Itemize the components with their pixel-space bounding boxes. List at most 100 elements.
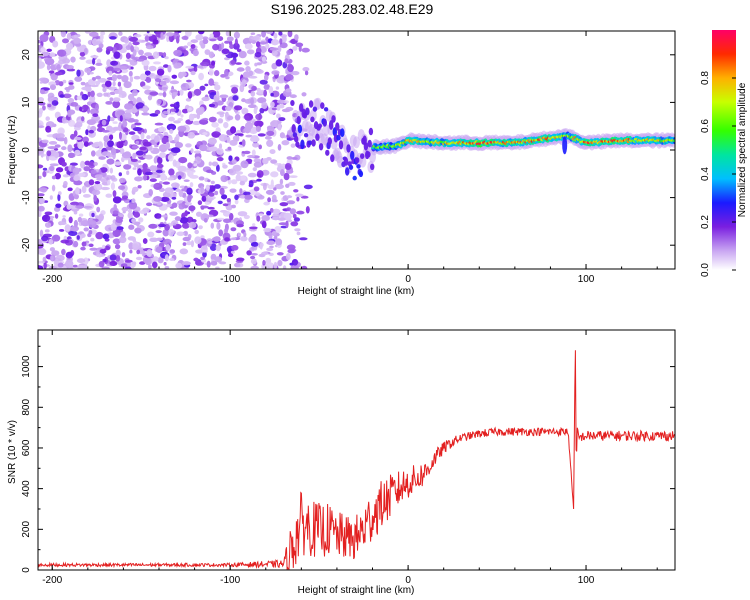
noise-speck (279, 202, 289, 207)
noise-speck (245, 134, 253, 138)
noise-speck (57, 49, 67, 57)
noise-speck (144, 70, 151, 76)
noise-speck (270, 171, 279, 178)
noise-speck (139, 73, 147, 81)
noise-speck (163, 80, 167, 86)
noise-speck (89, 247, 98, 251)
noise-speck (208, 161, 212, 166)
noise-speck (194, 229, 199, 235)
noise-speck (217, 217, 225, 221)
noise-speck (220, 175, 228, 183)
noise-speck (75, 205, 84, 209)
noise-speck (283, 212, 292, 221)
noise-speck (39, 81, 43, 84)
snr-frame (37, 329, 676, 571)
noise-speck (183, 179, 190, 182)
noise-speck (250, 97, 255, 106)
noise-speck (78, 213, 84, 217)
noise-speck (237, 211, 248, 217)
noise-speck (256, 62, 262, 66)
noise-speck (232, 95, 239, 101)
noise-speck (73, 180, 83, 186)
noise-speck (82, 136, 89, 143)
noise-speck (209, 38, 217, 42)
noise-speck (102, 233, 110, 240)
noise-speck (137, 168, 142, 176)
noise-speck (182, 242, 187, 246)
noise-speck (88, 129, 94, 134)
noise-speck (229, 44, 234, 49)
noise-speck (123, 81, 132, 89)
band-mark (307, 140, 313, 146)
noise-speck (144, 35, 150, 42)
noise-speck (118, 172, 123, 177)
noise-speck (278, 31, 283, 36)
noise-speck (61, 248, 66, 256)
noise-speck (231, 204, 236, 209)
chart-title: S196.2025.283.02.48.E29 (271, 1, 434, 17)
noise-speck (270, 101, 275, 108)
band-mark (295, 141, 300, 148)
noise-speck (302, 67, 310, 72)
noise-speck (241, 107, 249, 115)
noise-speck (38, 205, 45, 212)
band-mark (308, 100, 314, 108)
noise-speck (233, 42, 240, 50)
noise-speck (112, 97, 121, 102)
noise-speck (49, 165, 55, 172)
noise-speck (128, 131, 136, 135)
noise-speck (168, 136, 173, 142)
noise-speck (248, 70, 254, 77)
noise-speck (231, 52, 238, 58)
noise-speck (109, 167, 113, 174)
noise-speck (240, 236, 248, 242)
noise-speck (225, 111, 229, 118)
noise-speck (80, 233, 86, 238)
noise-speck (88, 230, 93, 235)
noise-speck (236, 223, 244, 228)
noise-speck (200, 256, 206, 260)
noise-speck (118, 185, 126, 190)
noise-speck (230, 59, 236, 65)
noise-speck (114, 161, 122, 166)
noise-speck (216, 147, 224, 155)
noise-speck (281, 140, 290, 146)
noise-speck (90, 84, 99, 88)
noise-speck (212, 43, 220, 51)
band-mark (370, 163, 375, 170)
noise-speck (118, 66, 128, 70)
noise-speck (224, 40, 230, 44)
noise-speck (179, 89, 184, 96)
noise-speck (110, 182, 115, 191)
noise-speck (190, 148, 194, 154)
noise-speck (221, 48, 230, 55)
noise-speck (246, 250, 252, 256)
noise-speck (183, 230, 189, 237)
noise-speck (182, 261, 191, 266)
noise-speck (99, 167, 108, 173)
noise-speck (94, 174, 103, 179)
noise-speck (223, 218, 232, 224)
noise-speck (256, 178, 262, 182)
noise-speck (48, 141, 58, 145)
noise-speck (173, 49, 183, 57)
noise-speck (129, 75, 133, 83)
noise-speck (255, 113, 263, 121)
noise-speck (254, 120, 264, 127)
noise-speck (49, 247, 56, 252)
noise-speck (109, 117, 115, 122)
noise-speck (158, 223, 166, 228)
noise-speck (171, 147, 181, 154)
noise-speck (134, 176, 143, 182)
noise-speck (257, 173, 262, 178)
noise-speck (200, 186, 204, 194)
noise-speck (176, 231, 185, 237)
noise-speck (148, 65, 157, 72)
noise-speck (164, 187, 174, 193)
noise-speck (49, 52, 56, 58)
colorbar-tick-label: 0.0 (700, 263, 711, 277)
noise-speck (249, 226, 258, 230)
noise-speck (228, 155, 233, 162)
noise-speck (199, 85, 206, 91)
noise-speck (276, 252, 284, 256)
